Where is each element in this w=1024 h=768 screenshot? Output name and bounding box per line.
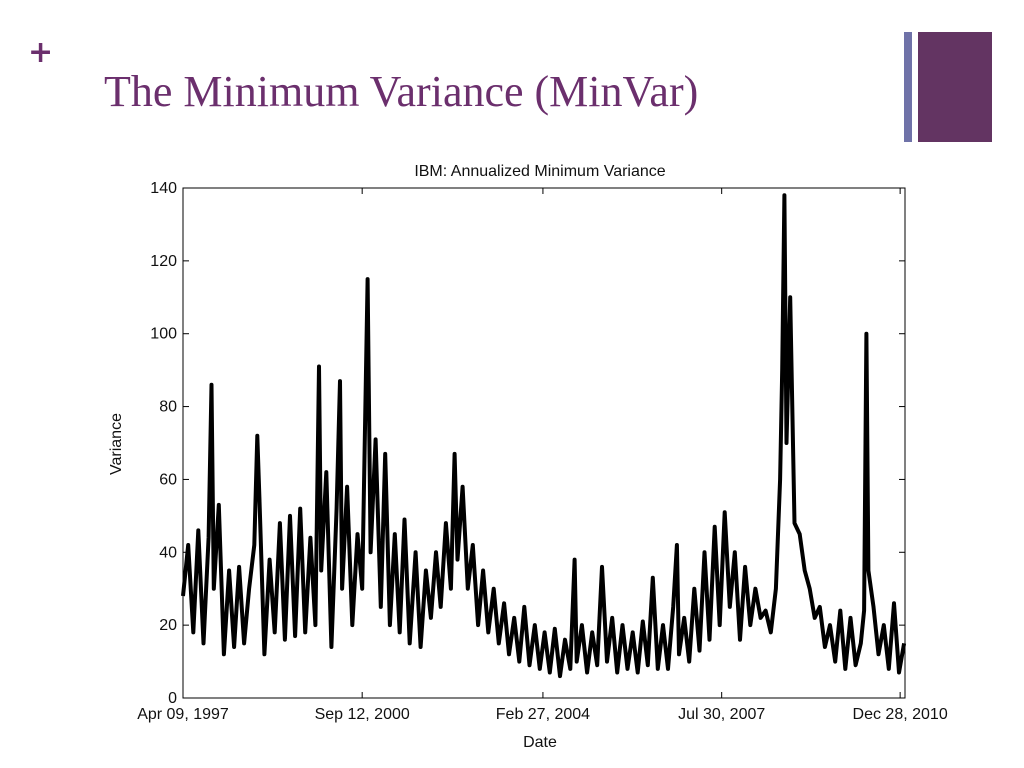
plot-frame: [182, 187, 906, 699]
series-line: [181, 193, 907, 679]
tick-labels: 0 20 40 60 80 100 120 140 Apr 09, 1997 Sep 12, 20…: [137, 180, 948, 723]
bullet-plus-icon: +: [28, 35, 54, 70]
y-tick-label: 140: [150, 180, 177, 197]
y-tick-label: 40: [159, 544, 177, 561]
y-tick-label: 100: [150, 326, 177, 343]
x-axis-label: Date: [523, 734, 557, 751]
x-tick-label: Feb 27, 2004: [496, 706, 590, 723]
x-tick-label: Apr 09, 1997: [137, 706, 229, 723]
y-tick-label: 60: [159, 471, 177, 488]
y-tick-label: 80: [159, 399, 177, 416]
x-tick-label: Dec 28, 2010: [853, 706, 948, 723]
y-tick-label: 0: [168, 690, 177, 707]
chart-title: IBM: Annualized Minimum Variance: [414, 163, 665, 180]
y-tick-label: 20: [159, 617, 177, 634]
decorative-bar-thick: [918, 32, 992, 142]
tick-marks: [182, 187, 905, 699]
slide-title: The Minimum Variance (MinVar): [104, 67, 699, 116]
x-tick-label: Sep 12, 2000: [315, 706, 410, 723]
axes: [182, 187, 906, 699]
y-axis-label: Variance: [108, 413, 125, 475]
y-tick-label: 120: [150, 253, 177, 270]
decorative-bar-thin: [904, 32, 912, 142]
x-tick-label: Jul 30, 2007: [678, 706, 765, 723]
